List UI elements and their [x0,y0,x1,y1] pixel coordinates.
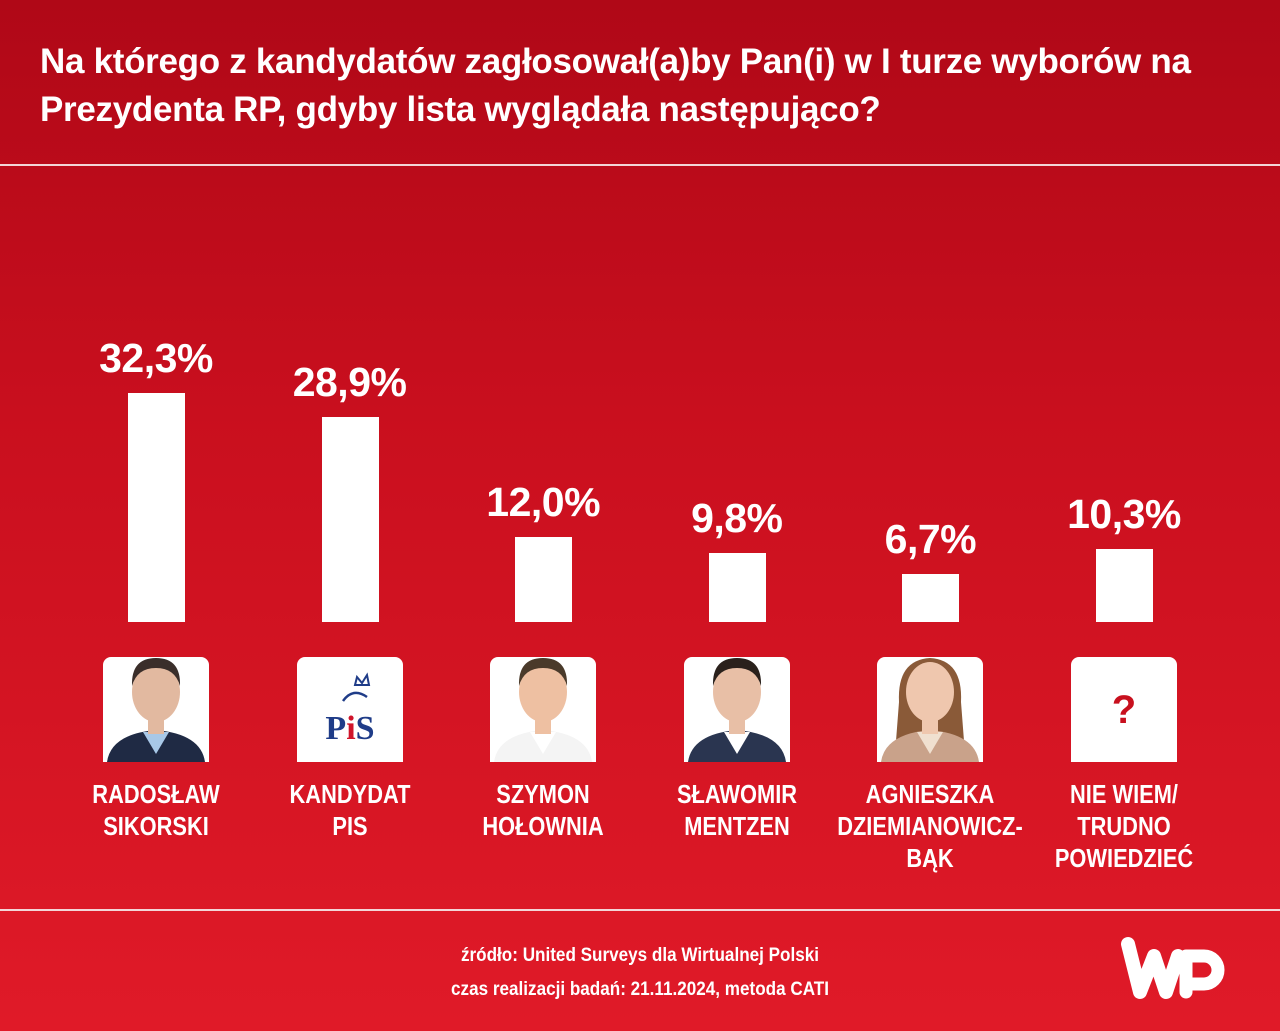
bar-chart: 32,3% RADOSŁAW SIKORSKI 28,9% PiS KANDYDAT PI… [47,334,1233,874]
category-label-line: HOŁOWNIA [482,811,604,841]
chart-title: Na którego z kandydatów zagłosował(a)by … [40,42,1191,129]
svg-text:?: ? [1112,688,1136,732]
category-label: NIE WIEM/TRUDNO POWIEDZIEĆ [1015,778,1233,874]
category-label-line: PIS [331,811,368,841]
candidate-photo [103,642,209,762]
value-label: 6,7% [884,516,977,563]
category-label-line: NIE WIEM/ [1070,779,1178,809]
category-label-line: SŁAWOMIR [676,779,797,809]
header-divider [0,164,1280,166]
question-mark-icon: ? [1112,688,1136,732]
category-label-line: KANDYDAT [289,779,411,809]
candidate-photo [683,642,790,762]
category-label: SZYMON HOŁOWNIA [434,778,652,842]
category-label-line: RADOSŁAW [92,779,220,809]
value-label: 10,3% [1067,490,1181,537]
category-label-line: AGNIESZKA [866,779,995,809]
value-label: 32,3% [99,334,213,381]
value-label: 12,0% [486,478,601,525]
method-text: czas realizacji badań: 21.11.2024, metod… [451,979,829,1000]
bar [128,392,185,622]
value-label: 28,9% [292,359,407,406]
category-label: SŁAWOMIR MENTZEN [628,778,846,842]
bar [321,417,379,622]
category-label-line: POWIEDZIEĆ [1054,843,1194,873]
candidate-photo [877,642,984,762]
candidate-photo [490,642,597,762]
category-label-line: DZIEMIANOWICZ-BĄK [837,811,1024,873]
bar [708,552,766,622]
bar [902,574,960,622]
source-text: źródło: United Surveys dla Wirtualnej Po… [460,945,820,966]
question-mark-image: ? [1071,657,1177,762]
wp-logo [1120,936,1226,1005]
category-label-line: TRUDNO [1077,811,1171,841]
bar [515,536,573,622]
category-label: AGNIESZKA DZIEMIANOWICZ-BĄK [821,778,1039,874]
category-label-line: MENTZEN [684,811,790,841]
pis-logo-image: PiS [296,657,403,762]
category-label-line: SIKORSKI [103,811,209,841]
value-label: 9,8% [691,494,783,541]
pis-logo: PiS [325,672,374,747]
category-label-line: SZYMON [496,779,590,809]
category-label: KANDYDAT PIS [240,778,458,842]
footer-divider [0,909,1280,911]
svg-text:PiS: PiS [325,710,374,747]
category-label: RADOSŁAW SIKORSKI [47,778,265,842]
bar [1096,548,1153,622]
